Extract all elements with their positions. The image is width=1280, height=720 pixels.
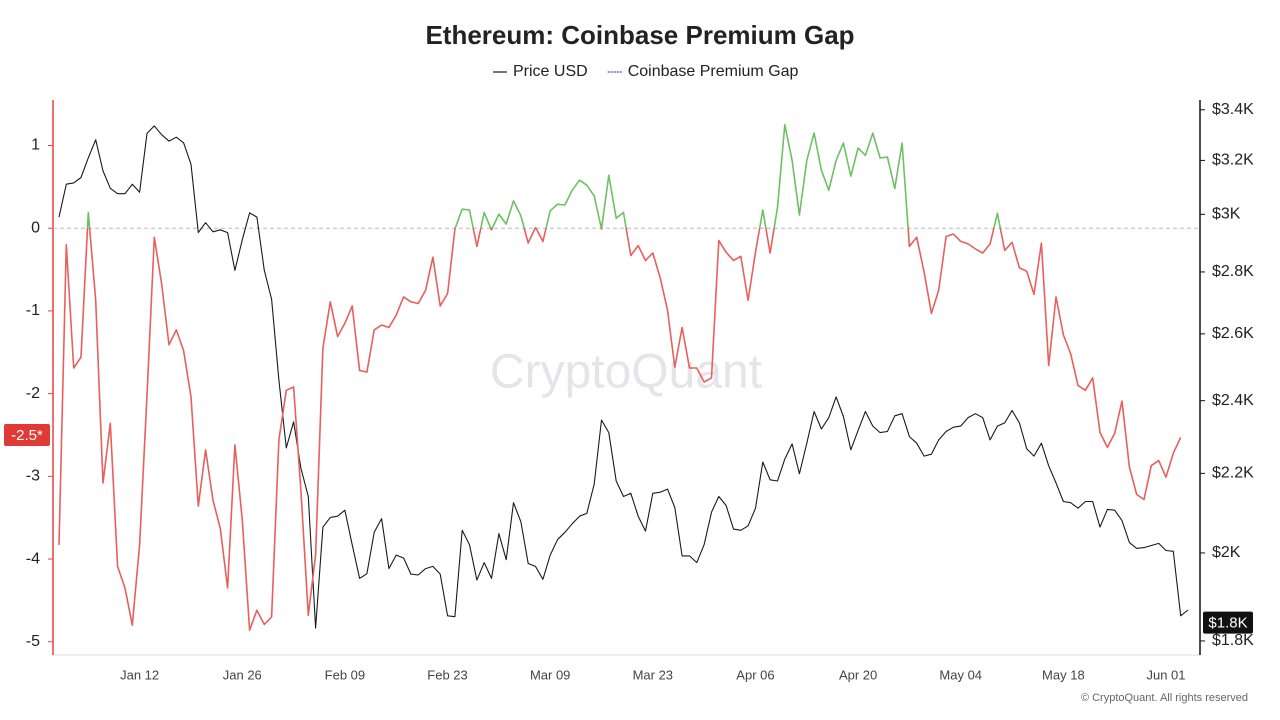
x-tick-label: Apr 06: [736, 667, 774, 682]
last-value-box: [4, 423, 50, 446]
x-tick-label: Jan 12: [120, 667, 159, 682]
y-tick-label: 1: [31, 137, 40, 154]
y-tick-label: 0: [31, 219, 40, 236]
x-tick-label: Feb 23: [427, 667, 467, 682]
footer: © CryptoQuant. All rights reserved: [1081, 692, 1248, 704]
last-value-label: -2.5*: [11, 427, 43, 444]
y2-tick-label: $2.2K: [1212, 465, 1254, 482]
series-line: [58, 125, 1189, 629]
y-tick-label: -2: [26, 385, 40, 402]
y2-tick-label: $3.4K: [1212, 101, 1254, 118]
y2-tick-label: $2.8K: [1212, 263, 1254, 280]
x-tick-label: Apr 20: [839, 667, 877, 682]
x-tick-label: Jan 26: [223, 667, 262, 682]
x-tick-label: Jun 01: [1146, 667, 1185, 682]
x-tick-label: Mar 23: [633, 667, 673, 682]
y-tick-label: -4: [26, 550, 40, 567]
x-tick-label: Mar 09: [530, 667, 570, 682]
chart-title: Ethereum: Coinbase Premium Gap: [425, 20, 854, 50]
x-tick-label: May 18: [1042, 667, 1085, 682]
y2-tick-label: $2.6K: [1212, 325, 1254, 342]
series-line: [58, 124, 1182, 631]
x-tick-label: Feb 09: [325, 667, 365, 682]
y2-tick-label: $3K: [1212, 206, 1241, 223]
last-value-box: [1203, 611, 1253, 634]
y-tick-label: -5: [26, 633, 40, 650]
y2-tick-label: $2K: [1212, 544, 1241, 561]
y2-tick-label: $3.2K: [1212, 152, 1254, 169]
y2-tick-label: $2.4K: [1212, 392, 1254, 409]
y-tick-label: -3: [26, 468, 40, 485]
last-value-label: $1.8K: [1208, 615, 1247, 632]
y2-tick-label: $1.8K: [1212, 632, 1254, 649]
legend-label: Coinbase Premium Gap: [628, 63, 799, 80]
y-tick-label: -1: [26, 302, 40, 319]
legend-label: Price USD: [513, 63, 588, 80]
watermark: CryptoQuant: [490, 346, 762, 399]
x-tick-label: May 04: [939, 667, 982, 682]
